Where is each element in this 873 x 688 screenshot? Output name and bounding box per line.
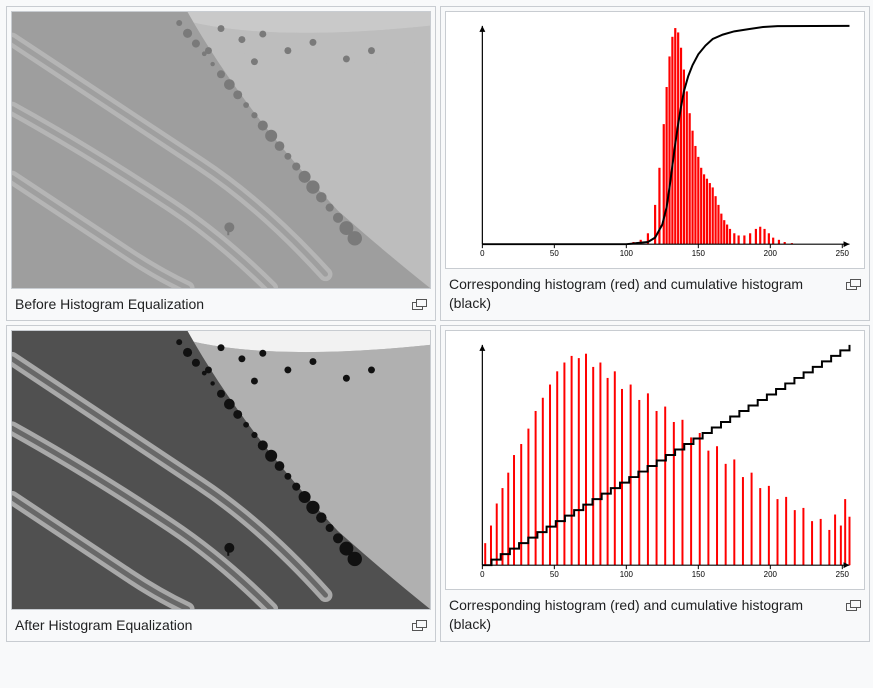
svg-text:250: 250 (836, 249, 850, 258)
svg-text:100: 100 (620, 249, 634, 258)
svg-text:50: 50 (550, 570, 559, 579)
enlarge-icon[interactable] (846, 598, 861, 609)
panel-after-chart: 0 50 100 150 200 250 Corresponding histogram … (440, 325, 870, 642)
panel-before-chart: 0 50 100 150 200 250 Corresponding histogram … (440, 6, 870, 321)
svg-text:150: 150 (692, 570, 706, 579)
svg-text:200: 200 (764, 249, 778, 258)
svg-text:100: 100 (620, 570, 634, 579)
panel-after-image: After Histogram Equalization (6, 325, 436, 642)
panel-before-image: Before Histogram Equalization (6, 6, 436, 321)
svg-text:0: 0 (480, 570, 485, 579)
svg-text:50: 50 (550, 249, 559, 258)
thumb-before-image[interactable] (11, 11, 431, 289)
thumb-after-chart[interactable]: 0 50 100 150 200 250 (445, 330, 865, 590)
caption-after-chart: Corresponding histogram (red) and cumula… (449, 596, 840, 634)
svg-text:250: 250 (836, 570, 850, 579)
svg-text:200: 200 (764, 570, 778, 579)
enlarge-icon[interactable] (846, 277, 861, 288)
caption-before-image: Before Histogram Equalization (15, 295, 406, 314)
svg-text:0: 0 (480, 249, 485, 258)
caption-before-chart: Corresponding histogram (red) and cumula… (449, 275, 840, 313)
caption-after-image: After Histogram Equalization (15, 616, 406, 635)
thumb-after-image[interactable] (11, 330, 431, 610)
enlarge-icon[interactable] (412, 297, 427, 308)
comparison-grid: Before Histogram Equalization 0 50 100 150 2… (6, 6, 867, 642)
svg-text:150: 150 (692, 249, 706, 258)
enlarge-icon[interactable] (412, 618, 427, 629)
thumb-before-chart[interactable]: 0 50 100 150 200 250 (445, 11, 865, 269)
